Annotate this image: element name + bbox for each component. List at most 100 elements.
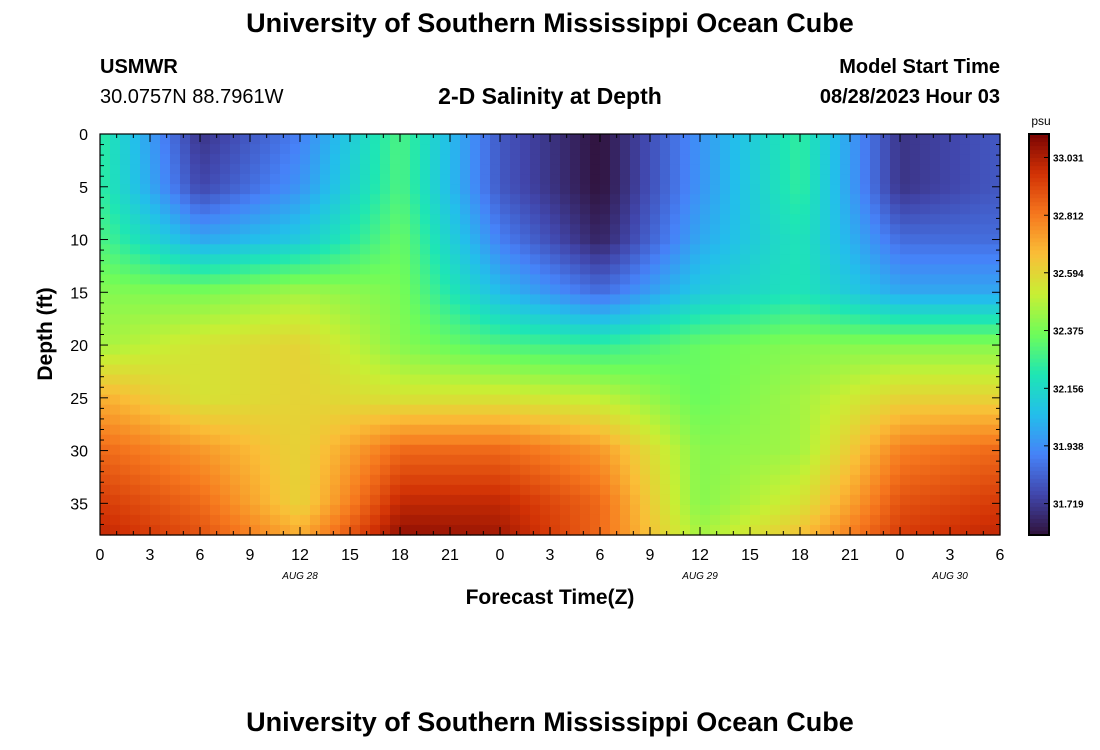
heatmap-cell bbox=[200, 244, 211, 255]
heatmap-cell bbox=[960, 374, 971, 386]
heatmap-cell bbox=[890, 414, 901, 426]
heatmap-cell bbox=[610, 254, 621, 265]
heatmap-cell bbox=[640, 454, 651, 466]
heatmap-cell bbox=[970, 294, 981, 306]
heatmap-cell bbox=[650, 434, 661, 446]
heatmap-cell bbox=[800, 364, 811, 376]
heatmap-cell bbox=[300, 384, 311, 396]
heatmap-cell bbox=[600, 484, 611, 496]
heatmap-cell bbox=[880, 474, 891, 486]
heatmap-cell bbox=[530, 464, 541, 476]
heatmap-cell bbox=[250, 424, 261, 436]
heatmap-cell bbox=[930, 284, 941, 296]
heatmap-cell bbox=[690, 164, 701, 175]
heatmap-cell bbox=[540, 474, 551, 486]
heatmap-cell bbox=[650, 284, 661, 296]
heatmap-cell bbox=[630, 454, 641, 466]
heatmap-cell bbox=[340, 204, 351, 215]
heatmap-cell bbox=[820, 394, 831, 406]
heatmap-cell bbox=[700, 334, 711, 346]
heatmap-cell bbox=[270, 484, 281, 496]
heatmap-cell bbox=[800, 144, 811, 155]
heatmap-cell bbox=[680, 454, 691, 466]
heatmap-cell bbox=[180, 424, 191, 436]
heatmap-cell bbox=[640, 224, 651, 235]
heatmap-cell bbox=[360, 514, 371, 526]
heatmap-cell bbox=[190, 364, 201, 376]
colorbar-cell bbox=[1029, 454, 1049, 460]
heatmap-cell bbox=[700, 174, 711, 185]
heatmap-cell bbox=[240, 354, 251, 366]
heatmap-cell bbox=[310, 244, 321, 255]
heatmap-cell bbox=[920, 454, 931, 466]
heatmap-cell bbox=[500, 214, 511, 225]
heatmap-cell bbox=[770, 374, 781, 386]
heatmap-cell bbox=[500, 394, 511, 406]
heatmap-cell bbox=[970, 384, 981, 396]
heatmap-cell bbox=[300, 374, 311, 386]
colorbar-cell bbox=[1029, 378, 1049, 384]
heatmap-cell bbox=[680, 384, 691, 396]
heatmap-cell bbox=[420, 134, 431, 145]
heatmap-cell bbox=[890, 134, 901, 145]
heatmap-cell bbox=[280, 364, 291, 376]
heatmap-cell bbox=[600, 144, 611, 155]
x-tick-label: 18 bbox=[391, 547, 409, 564]
heatmap-cell bbox=[470, 234, 481, 245]
heatmap-cell bbox=[410, 174, 421, 185]
heatmap-cell bbox=[780, 234, 791, 245]
heatmap-cell bbox=[700, 234, 711, 245]
heatmap-cell bbox=[720, 244, 731, 255]
heatmap-cell bbox=[990, 504, 1001, 516]
heatmap-cell bbox=[920, 434, 931, 446]
heatmap-cell bbox=[880, 344, 891, 356]
heatmap-cell bbox=[320, 514, 331, 526]
heatmap-cell bbox=[710, 344, 721, 356]
heatmap-cell bbox=[660, 454, 671, 466]
heatmap-cell bbox=[280, 204, 291, 215]
heatmap-cell bbox=[900, 444, 911, 456]
heatmap-cell bbox=[960, 354, 971, 366]
heatmap-cell bbox=[180, 394, 191, 406]
heatmap-cell bbox=[400, 244, 411, 255]
date-label: AUG 29 bbox=[681, 571, 718, 582]
heatmap-cell bbox=[400, 274, 411, 285]
heatmap-cell bbox=[600, 374, 611, 386]
heatmap-cell bbox=[910, 154, 921, 165]
heatmap-cell bbox=[630, 184, 641, 195]
heatmap-cell bbox=[260, 364, 271, 376]
heatmap-cell bbox=[800, 304, 811, 316]
heatmap-cell bbox=[210, 384, 221, 396]
heatmap-cell bbox=[830, 174, 841, 185]
heatmap-cell bbox=[770, 394, 781, 406]
heatmap-cell bbox=[530, 454, 541, 466]
heatmap-cell bbox=[810, 244, 821, 255]
heatmap-cell bbox=[150, 244, 161, 255]
heatmap-cell bbox=[440, 344, 451, 356]
heatmap-cell bbox=[920, 414, 931, 426]
heatmap-cell bbox=[140, 214, 151, 225]
heatmap-cell bbox=[900, 504, 911, 516]
heatmap-cell bbox=[650, 364, 661, 376]
heatmap-cell bbox=[940, 474, 951, 486]
heatmap-cell bbox=[200, 134, 211, 145]
heatmap-cell bbox=[650, 194, 661, 205]
heatmap-cell bbox=[130, 154, 141, 165]
heatmap-cell bbox=[890, 184, 901, 195]
heatmap-cell bbox=[950, 134, 961, 145]
heatmap-cell bbox=[600, 364, 611, 376]
heatmap-cell bbox=[740, 284, 751, 296]
heatmap-cell bbox=[460, 524, 471, 536]
heatmap-cell bbox=[460, 214, 471, 225]
heatmap-cell bbox=[130, 414, 141, 426]
heatmap-cell bbox=[930, 404, 941, 416]
heatmap-cell bbox=[350, 344, 361, 356]
heatmap-cell bbox=[870, 224, 881, 235]
heatmap-cell bbox=[690, 324, 701, 336]
heatmap-cell bbox=[380, 174, 391, 185]
heatmap-cell bbox=[710, 414, 721, 426]
heatmap-cell bbox=[530, 444, 541, 456]
heatmap-cell bbox=[260, 174, 271, 185]
heatmap-cell bbox=[440, 194, 451, 205]
heatmap-cell bbox=[290, 424, 301, 436]
